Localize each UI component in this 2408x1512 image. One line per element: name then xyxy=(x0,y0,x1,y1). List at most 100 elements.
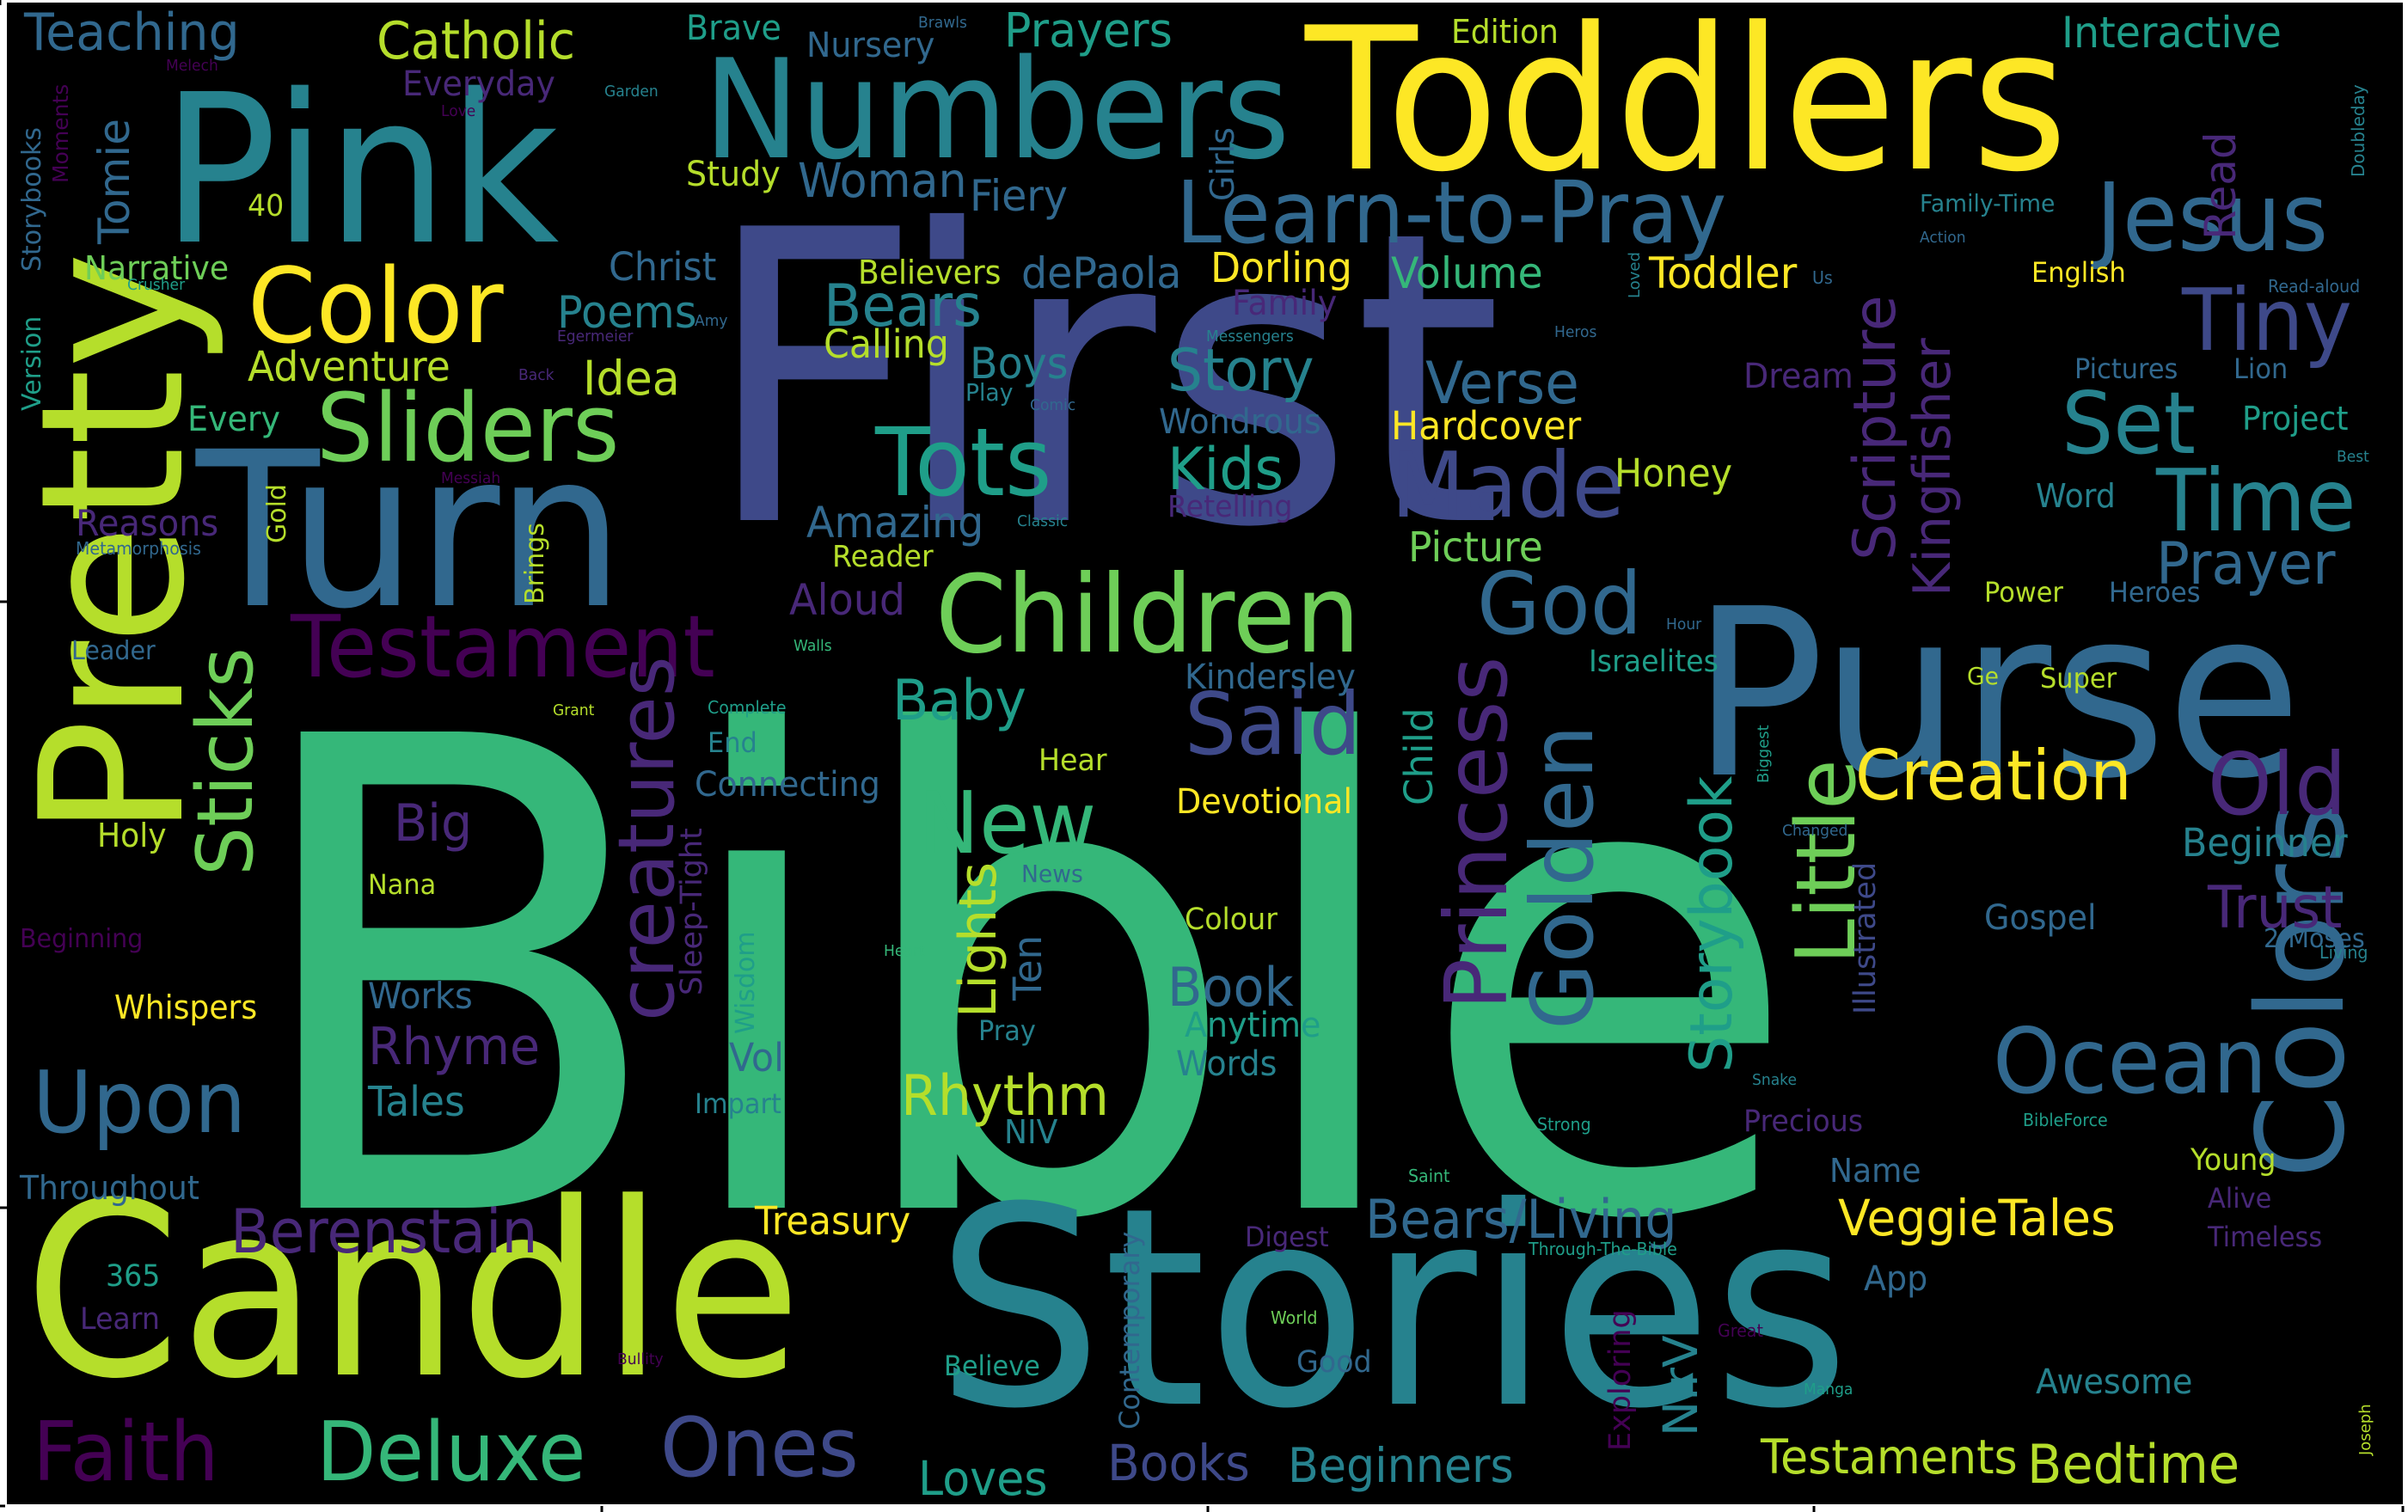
cloud-word: Saint xyxy=(1408,1166,1450,1186)
cloud-word: Young xyxy=(2190,1143,2276,1178)
cloud-word: Upon xyxy=(33,1052,247,1153)
cloud-word: Books xyxy=(1107,1434,1250,1492)
cloud-word: Pray xyxy=(978,1014,1036,1047)
cloud-word: Kids xyxy=(1167,436,1284,504)
cloud-word: Family-Time xyxy=(1920,189,2056,217)
cloud-word: Version xyxy=(17,315,47,411)
cloud-word: Toddler xyxy=(1649,248,1798,298)
cloud-word: Boys xyxy=(970,339,1069,389)
cloud-word: Rhyme xyxy=(368,1017,541,1077)
cloud-word: dePaola xyxy=(1021,248,1182,298)
cloud-word: Pink xyxy=(162,50,560,291)
cloud-word: Connecting xyxy=(695,765,880,805)
cloud-word: Candle xyxy=(24,1152,802,1432)
cloud-word: Princess xyxy=(1426,656,1527,1010)
cloud-word: Set xyxy=(2062,373,2197,474)
cloud-word: Wisdom xyxy=(731,931,761,1034)
cloud-word: App xyxy=(1864,1259,1928,1299)
cloud-word: Calling xyxy=(824,321,949,367)
cloud-word: Beginner xyxy=(2182,820,2348,866)
cloud-word: Vol xyxy=(729,1035,784,1080)
cloud-word: Moments xyxy=(48,83,73,183)
cloud-word: Kindersley xyxy=(1185,658,1356,697)
cloud-word: Sliders xyxy=(316,373,620,483)
cloud-word: Learn xyxy=(80,1302,160,1337)
cloud-word: Turn xyxy=(196,406,625,656)
cloud-word: BibleForce xyxy=(2023,1110,2108,1130)
cloud-word: Gold xyxy=(262,484,292,543)
cloud-word: Numbers xyxy=(703,29,1290,190)
cloud-word: Brings xyxy=(520,523,550,604)
cloud-word: Alive xyxy=(2208,1182,2272,1215)
cloud-word: Sleep-Tight xyxy=(675,828,709,995)
cloud-word: Purse xyxy=(1692,559,2302,829)
cloud-word: Stories xyxy=(935,1149,1851,1469)
cloud-word: Rhythm xyxy=(901,1064,1110,1129)
cloud-word: Awesome xyxy=(2036,1362,2193,1402)
cloud-word: Hour xyxy=(1666,615,1702,634)
cloud-word: Power xyxy=(1984,576,2063,609)
cloud-word: World xyxy=(1271,1307,1318,1328)
cloud-word: Interactive xyxy=(2062,8,2282,58)
cloud-word: Manga xyxy=(1804,1380,1853,1399)
cloud-word: Reasons xyxy=(76,502,219,544)
cloud-word: Kingfisher xyxy=(1903,338,1963,597)
cloud-word: First xyxy=(703,145,1503,615)
cloud-word: Woman xyxy=(798,153,967,208)
cloud-word: Comic xyxy=(1030,396,1076,414)
cloud-word: Melech xyxy=(166,57,218,75)
cloud-word: Bedtime xyxy=(2027,1433,2240,1496)
cloud-word: Nana xyxy=(368,868,437,901)
cloud-word: Project xyxy=(2242,400,2349,438)
cloud-word: Name xyxy=(1829,1152,1921,1190)
cloud-word: Baby xyxy=(892,669,1026,733)
cloud-word: Ones xyxy=(660,1401,859,1496)
cloud-word: Complete xyxy=(708,697,787,718)
cloud-word: Illustrated xyxy=(1848,861,1883,1014)
cloud-word: Dorling xyxy=(1210,244,1352,292)
cloud-word: New xyxy=(918,773,1097,873)
cloud-word: Heros xyxy=(1554,323,1597,341)
cloud-word: Contemporary xyxy=(1113,1231,1146,1429)
cloud-word: Made xyxy=(1391,433,1625,538)
cloud-word: Storybooks xyxy=(17,126,47,272)
cloud-word: Creation xyxy=(1855,736,2132,816)
cloud-word: Testaments xyxy=(1761,1429,2018,1484)
cloud-word: Christ xyxy=(609,244,717,290)
cloud-word: NIV xyxy=(1004,1113,1058,1151)
cloud-word: Time xyxy=(2156,450,2356,551)
cloud-word: VeggieTales xyxy=(1838,1189,2116,1247)
cloud-word: Jesus xyxy=(2096,162,2329,272)
cloud-word: Bible xyxy=(239,603,1802,1362)
cloud-word: Retelling xyxy=(1167,490,1293,524)
cloud-word: Works xyxy=(368,975,473,1017)
cloud-word: Read xyxy=(2196,132,2246,240)
cloud-word: Throughout xyxy=(20,1169,199,1207)
cloud-word: Digest xyxy=(1245,1221,1329,1253)
cloud-word: Learn-to-Pray xyxy=(1176,162,1727,263)
cloud-word: Tiny xyxy=(2182,270,2352,370)
cloud-word: Tots xyxy=(875,407,1052,517)
cloud-word: Loves xyxy=(918,1451,1048,1504)
cloud-word: Every xyxy=(187,400,280,439)
cloud-word: Ten xyxy=(1005,934,1051,1001)
cloud-word: Trust xyxy=(2208,874,2343,942)
cloud-word: Metamorphosis xyxy=(76,538,201,559)
cloud-word: Play xyxy=(965,378,1014,407)
cloud-word: Faith xyxy=(33,1405,219,1500)
cloud-word: Garden xyxy=(604,83,659,101)
cloud-word: Golden xyxy=(1512,725,1613,1030)
cloud-word: Toddlers xyxy=(1305,3,2068,216)
cloud-word: Sticks xyxy=(181,647,271,876)
cloud-word: Love xyxy=(441,102,476,120)
cloud-word: NIrV xyxy=(1653,1335,1708,1436)
cloud-word: Brawls xyxy=(918,14,967,32)
cloud-word: Whispers xyxy=(114,989,258,1026)
cloud-word: Treasury xyxy=(755,1198,911,1244)
cloud-word: Amy xyxy=(695,312,728,330)
cloud-word: Best xyxy=(2337,448,2369,466)
cloud-word: Lights xyxy=(948,862,1008,1018)
cloud-word: Deluxe xyxy=(316,1405,586,1500)
cloud-word: Beginners xyxy=(1288,1438,1514,1493)
cloud-word: Aloud xyxy=(789,575,906,625)
